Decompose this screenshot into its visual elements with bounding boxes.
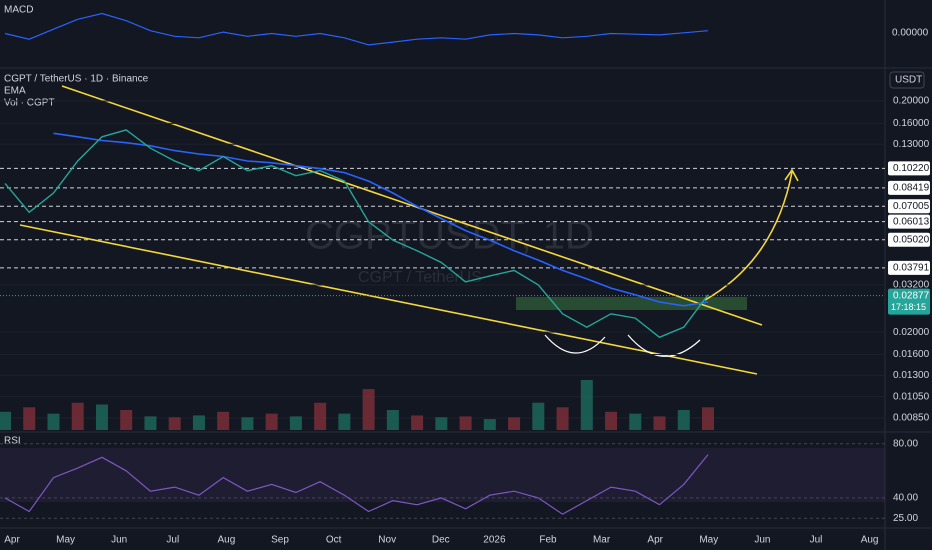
x-tick-label: May <box>699 535 718 546</box>
level-box <box>888 232 930 247</box>
volume-bar <box>217 411 230 430</box>
volume-bar <box>144 416 157 430</box>
x-tick-label: May <box>56 535 75 546</box>
x-tick-label: Jul <box>810 535 823 546</box>
volume-bar <box>0 411 11 430</box>
volume-bar <box>241 417 254 430</box>
volume-bar <box>95 404 108 430</box>
volume-bar <box>362 389 375 430</box>
volume-bar <box>47 413 60 430</box>
price-line <box>4 129 709 339</box>
x-tick-label: Aug <box>218 535 236 546</box>
ema-line <box>53 132 709 307</box>
x-tick-label: 2026 <box>483 535 506 546</box>
y-tick-label: 0.00850 <box>893 413 930 424</box>
currency-label[interactable]: USDT <box>895 75 922 86</box>
x-tick-label: Apr <box>647 535 663 546</box>
volume-bar <box>580 380 593 430</box>
volume-bar <box>120 410 133 430</box>
level-label: 0.07005 <box>893 201 930 212</box>
volume-bar <box>435 417 448 430</box>
currency-box[interactable] <box>889 71 925 89</box>
level-label: 0.06013 <box>893 216 930 227</box>
level-label: 0.03791 <box>893 263 930 274</box>
y-tick-label: 0.01600 <box>893 349 930 360</box>
volume-bar <box>556 407 569 430</box>
y-tick-label: 0.16000 <box>893 118 930 129</box>
watermark-sub: CGPT / TetherUS <box>358 269 482 286</box>
y-tick-label: 0.20000 <box>893 96 930 107</box>
arrow-head <box>784 168 799 182</box>
level-label: 0.08419 <box>893 182 930 193</box>
volume-bar <box>289 416 302 430</box>
volume-bar <box>653 416 666 430</box>
x-tick-label: Dec <box>432 535 450 546</box>
last-price-label: 0.02877 <box>893 290 930 301</box>
volume-bar <box>483 419 496 430</box>
pattern-curve <box>627 334 701 357</box>
volume-bar <box>314 402 327 430</box>
y-tick-label: 0.01050 <box>893 391 930 402</box>
volume-bar <box>532 402 545 430</box>
level-box <box>888 214 930 229</box>
countdown: 17:18:15 <box>891 302 926 312</box>
x-tick-label: Mar <box>593 535 611 546</box>
rsi-line <box>4 454 709 515</box>
level-box <box>888 260 930 275</box>
volume-bar <box>338 413 351 430</box>
macd-axis-label: 0.00000 <box>892 28 929 39</box>
x-tick-label: Aug <box>861 535 879 546</box>
x-tick-label: Feb <box>539 535 557 546</box>
level-label: 0.10220 <box>893 163 930 174</box>
volume-bar <box>265 413 278 430</box>
volume-bar <box>677 410 690 430</box>
rsi-band <box>0 448 885 502</box>
y-tick-label: 0.13000 <box>893 139 930 150</box>
volume-bar <box>702 407 714 430</box>
level-box <box>888 161 930 176</box>
indicator-label: EMA <box>4 86 26 97</box>
macd-label: MACD <box>4 5 33 16</box>
volume-bar <box>411 415 424 430</box>
rsi-label: RSI <box>4 436 21 447</box>
volume-bar <box>386 410 399 430</box>
level-label: 0.05020 <box>893 234 930 245</box>
level-box <box>888 180 930 195</box>
x-tick-label: Jun <box>754 535 770 546</box>
watermark: CGPTUSDT, 1D <box>305 214 594 258</box>
symbol-title: CGPT / TetherUS · 1D · Binance <box>4 74 149 85</box>
volume-bar <box>71 402 84 430</box>
rsi-tick-label: 40.00 <box>893 493 918 504</box>
x-tick-label: Sep <box>271 535 289 546</box>
trendline <box>19 224 758 375</box>
volume-bar <box>605 411 618 430</box>
indicator-label: Vol · CGPT <box>4 98 55 109</box>
volume-bar <box>168 417 181 430</box>
y-tick-label: 0.02000 <box>893 327 930 338</box>
x-tick-label: Jun <box>111 535 127 546</box>
volume-bar <box>508 417 521 430</box>
x-tick-label: Apr <box>4 535 20 546</box>
projection-arrow <box>704 171 793 301</box>
y-tick-label: 0.03200 <box>893 280 930 291</box>
x-tick-label: Nov <box>378 535 396 546</box>
volume-bar <box>192 415 205 430</box>
pattern-curve <box>544 334 606 354</box>
level-box <box>888 199 930 214</box>
rsi-tick-label: 80.00 <box>893 438 918 449</box>
rsi-tick-label: 25.00 <box>893 513 918 524</box>
y-tick-label: 0.01300 <box>893 370 930 381</box>
plot: 0.20000 0.16000 0.13000 0.03200 0.02000 0.016… <box>0 12 930 546</box>
volume-bar <box>629 413 642 430</box>
macd-line <box>4 12 709 46</box>
x-tick-label: Jul <box>166 535 179 546</box>
volume-bar <box>459 416 472 430</box>
last-price-box <box>888 288 930 315</box>
x-tick-label: Oct <box>326 535 342 546</box>
volume-bar <box>23 407 36 430</box>
